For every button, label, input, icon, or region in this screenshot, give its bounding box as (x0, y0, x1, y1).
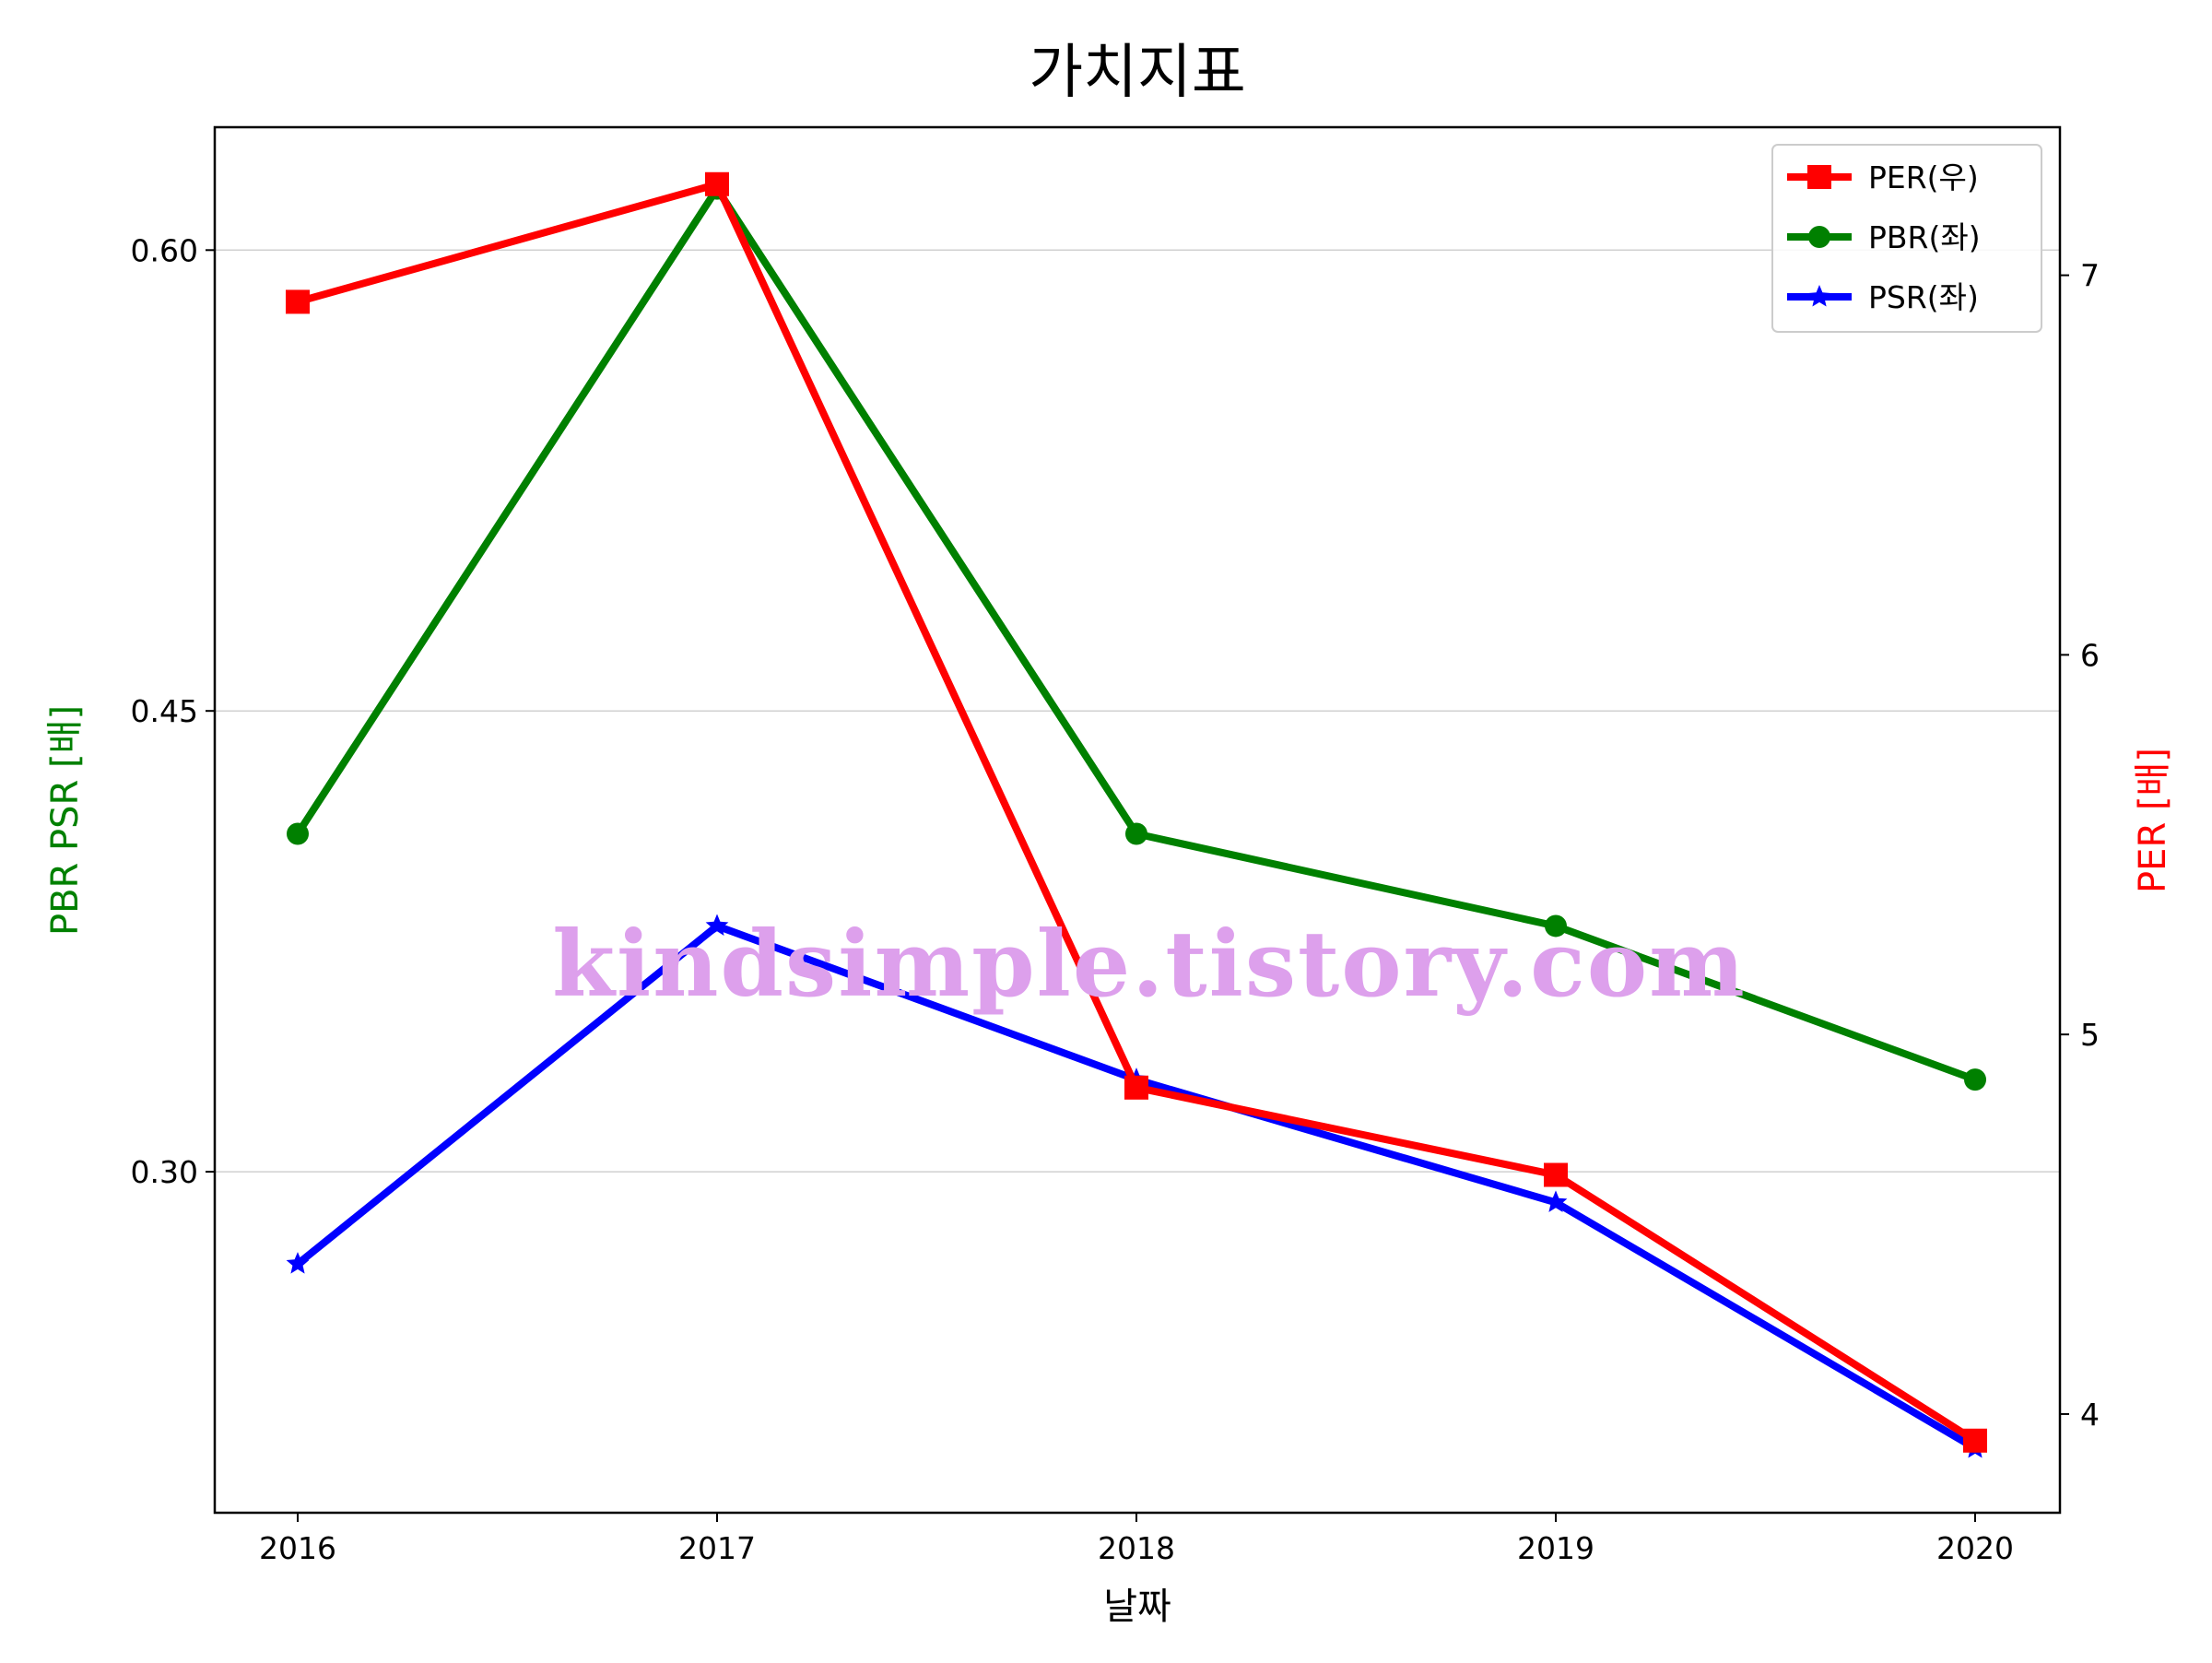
legend-marker-per (1807, 165, 1831, 189)
y-right-tick-label: 6 (2080, 637, 2100, 673)
data-point-psr (286, 1252, 310, 1274)
y-axis-label-right: PER [배] (2132, 748, 2174, 893)
legend-label-psr: PSR(좌) (1868, 279, 1979, 315)
y-left-tick-label: 0.60 (131, 232, 198, 268)
legend: PER(우) PBR(좌) PSR(좌) (1771, 144, 2042, 333)
x-tick-label: 2016 (259, 1530, 336, 1566)
legend-marker-pbr (1808, 226, 1830, 248)
data-point-psr (1544, 1190, 1568, 1212)
legend-label-pbr: PBR(좌) (1868, 219, 1981, 255)
data-point-pbr (1964, 1068, 1986, 1091)
x-tick-label: 2018 (1098, 1530, 1175, 1566)
x-tick-label: 2017 (678, 1530, 756, 1566)
data-point-psr (705, 914, 729, 936)
data-point-per (1963, 1428, 1987, 1453)
legend-marker-psr (1807, 285, 1831, 307)
watermark-text: kindsimple.tistory.com (552, 912, 1747, 1018)
data-point-per (705, 171, 729, 196)
data-point-per (1544, 1162, 1568, 1187)
axes: 0.30 0.45 0.60 4 5 6 7 2016 2017 2018 2019 2020 (131, 232, 2100, 1566)
legend-label-per: PER(우) (1868, 159, 1979, 195)
data-point-per (1124, 1075, 1148, 1100)
gridlines (215, 249, 2060, 1173)
watermark-layer: kindsimple.tistory.com (552, 912, 1747, 1018)
data-point-pbr (1125, 822, 1147, 845)
x-tick-label: 2019 (1517, 1530, 1594, 1566)
data-point-pbr (287, 822, 309, 845)
y-left-tick-label: 0.30 (131, 1154, 198, 1190)
x-tick-label: 2020 (1936, 1530, 2014, 1566)
y-right-tick-label: 7 (2080, 258, 2100, 294)
data-point-per (286, 289, 310, 314)
y-left-tick-label: 0.45 (131, 693, 198, 729)
y-right-tick-label: 4 (2080, 1397, 2100, 1433)
y-axis-label-left: PBR PSR [배] (44, 705, 87, 936)
series-layer (286, 171, 1987, 1458)
data-point-pbr (1545, 914, 1567, 938)
legend-box (1771, 144, 2042, 333)
x-axis-label: 날짜 (1103, 1586, 1171, 1628)
chart-title: 가치지표 (1029, 39, 1246, 107)
y-right-tick-label: 5 (2080, 1017, 2100, 1053)
